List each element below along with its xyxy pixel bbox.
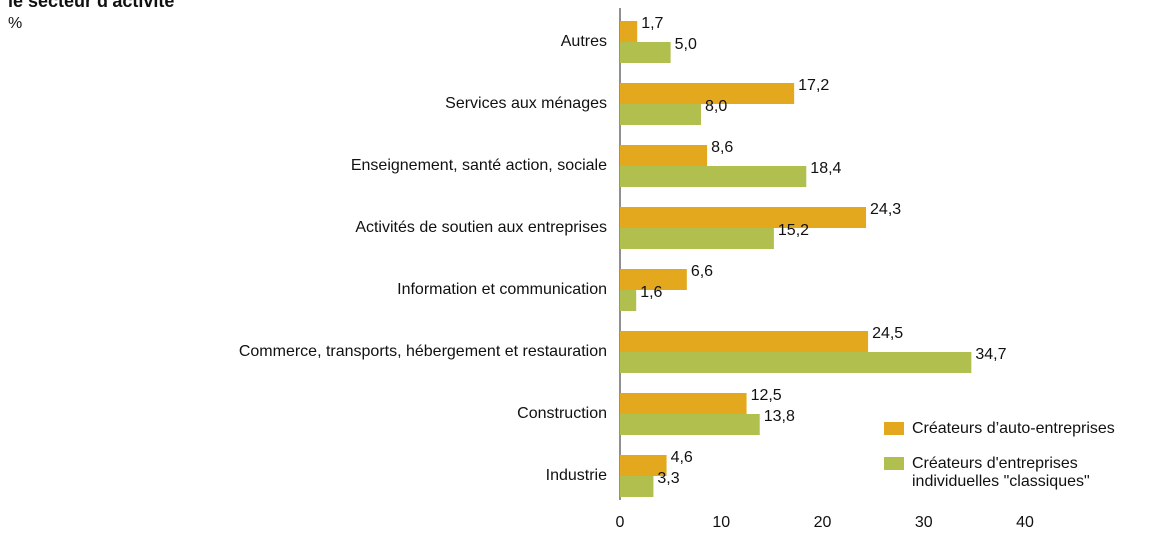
x-tick-label: 10	[712, 514, 730, 531]
value-label: 12,5	[751, 387, 782, 404]
bar	[620, 352, 972, 373]
value-label: 1,6	[640, 284, 662, 301]
value-label: 5,0	[675, 36, 697, 53]
category-label: Services aux ménages	[445, 95, 607, 112]
value-label: 8,6	[711, 139, 733, 156]
bar	[620, 476, 654, 497]
value-label: 13,8	[764, 408, 795, 425]
legend-swatch	[884, 422, 904, 435]
value-label: 34,7	[975, 346, 1006, 363]
category-label: Activités de soutien aux entreprises	[355, 219, 607, 236]
chart-subtitle: %	[8, 15, 22, 32]
bar	[620, 290, 637, 311]
category-label: Industrie	[546, 467, 607, 484]
value-label: 24,5	[872, 325, 903, 342]
category-label: Commerce, transports, hébergement et res…	[239, 343, 607, 360]
bar	[620, 269, 687, 290]
category-label: Enseignement, santé action, sociale	[351, 157, 607, 174]
bar	[620, 228, 774, 249]
bar	[620, 83, 795, 104]
value-label: 4,6	[671, 449, 693, 466]
value-label: 15,2	[778, 222, 809, 239]
value-label: 24,3	[870, 201, 901, 218]
bar	[620, 207, 867, 228]
value-label: 6,6	[691, 263, 713, 280]
bar	[620, 145, 708, 166]
category-label: Autres	[561, 33, 607, 50]
legend-item: Créateurs d'entreprises individuelles "c…	[884, 455, 1149, 491]
x-tick-label: 20	[814, 514, 832, 531]
category-label: Information et communication	[397, 281, 607, 298]
bar	[620, 42, 671, 63]
bar	[620, 331, 869, 352]
legend-item: Créateurs d’auto-entreprises	[884, 420, 1149, 438]
bar	[620, 166, 807, 187]
chart-title: le secteur d'activité	[8, 0, 174, 11]
legend-label: Créateurs d’auto-entreprises	[912, 420, 1115, 437]
x-tick-label: 30	[915, 514, 933, 531]
legend-swatch	[884, 457, 904, 470]
bar	[620, 393, 747, 414]
legend-label: Créateurs d'entreprises individuelles "c…	[912, 455, 1090, 490]
x-tick-label: 40	[1016, 514, 1034, 531]
value-label: 17,2	[798, 77, 829, 94]
bar	[620, 414, 760, 435]
bar	[620, 104, 701, 125]
value-label: 8,0	[705, 98, 727, 115]
value-label: 3,3	[657, 470, 679, 487]
value-label: 1,7	[641, 15, 663, 32]
bar	[620, 455, 667, 476]
value-label: 18,4	[810, 160, 841, 177]
bar	[620, 21, 638, 42]
x-tick-label: 0	[616, 514, 625, 531]
category-label: Construction	[517, 405, 607, 422]
